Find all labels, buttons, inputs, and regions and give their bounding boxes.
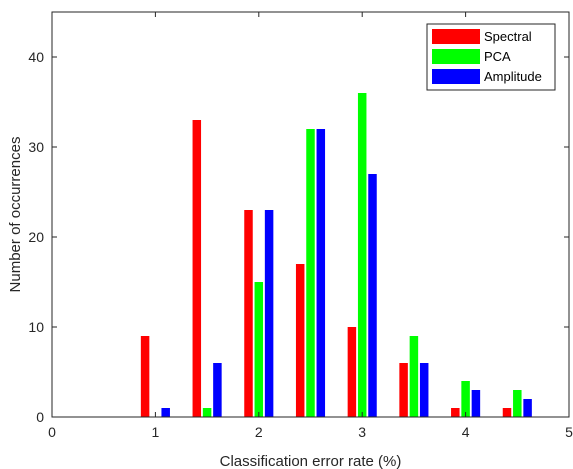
- bar-pca-6: [409, 336, 419, 417]
- bar-amplitude-5: [368, 174, 377, 417]
- x-axis-title: Classification error rate (%): [220, 453, 402, 469]
- bar-amplitude-6: [419, 363, 429, 417]
- y-tick-label-1: 10: [28, 319, 44, 335]
- bar-spectral-8: [502, 408, 512, 417]
- bar-spectral-3: [244, 210, 253, 417]
- y-tick-label-3: 30: [28, 139, 44, 155]
- bars-layer: [140, 93, 532, 417]
- bar-amplitude-2: [213, 363, 222, 417]
- legend-swatch-spectral: [432, 29, 480, 44]
- y-axis-title: Number of occurrences: [7, 137, 24, 293]
- legend: Spectral PCA Amplitude: [426, 23, 556, 91]
- bar-pca-4: [306, 129, 315, 417]
- bar-spectral-7: [451, 408, 460, 417]
- x-tick-label-4: 4: [462, 424, 470, 440]
- bar-amplitude-3: [264, 210, 274, 417]
- y-tick-label-0: 0: [36, 409, 44, 425]
- y-tick-label-2: 20: [28, 229, 44, 245]
- y-axis: 0 10 20 30 40: [28, 49, 569, 425]
- bar-amplitude-8: [523, 399, 532, 417]
- bar-amplitude-4: [316, 129, 326, 417]
- bar-pca-2: [202, 408, 212, 417]
- bar-amplitude-1: [161, 408, 170, 417]
- bar-pca-3: [254, 282, 264, 417]
- bar-spectral-5: [347, 327, 357, 417]
- x-tick-label-0: 0: [48, 424, 56, 440]
- legend-label-amplitude: Amplitude: [484, 69, 542, 84]
- x-tick-label-3: 3: [358, 424, 366, 440]
- x-axis: 0 1 2 3 4 5: [48, 12, 573, 440]
- axes-box: [51, 11, 570, 418]
- x-tick-label-1: 1: [152, 424, 160, 440]
- x-tick-label-5: 5: [565, 424, 573, 440]
- legend-swatch-pca: [432, 49, 480, 64]
- bar-spectral-6: [399, 363, 408, 417]
- y-tick-label-4: 40: [28, 49, 44, 65]
- legend-label-spectral: Spectral: [484, 29, 532, 44]
- bar-pca-7: [461, 381, 470, 417]
- legend-swatch-amplitude: [432, 69, 480, 84]
- bar-spectral-4: [295, 264, 305, 417]
- bar-spectral-1: [140, 336, 150, 417]
- x-tick-label-2: 2: [255, 424, 263, 440]
- bar-amplitude-7: [471, 390, 481, 417]
- legend-label-pca: PCA: [484, 49, 511, 64]
- bar-pca-5: [357, 93, 367, 417]
- bar-pca-8: [513, 390, 522, 417]
- bar-spectral-2: [192, 120, 202, 417]
